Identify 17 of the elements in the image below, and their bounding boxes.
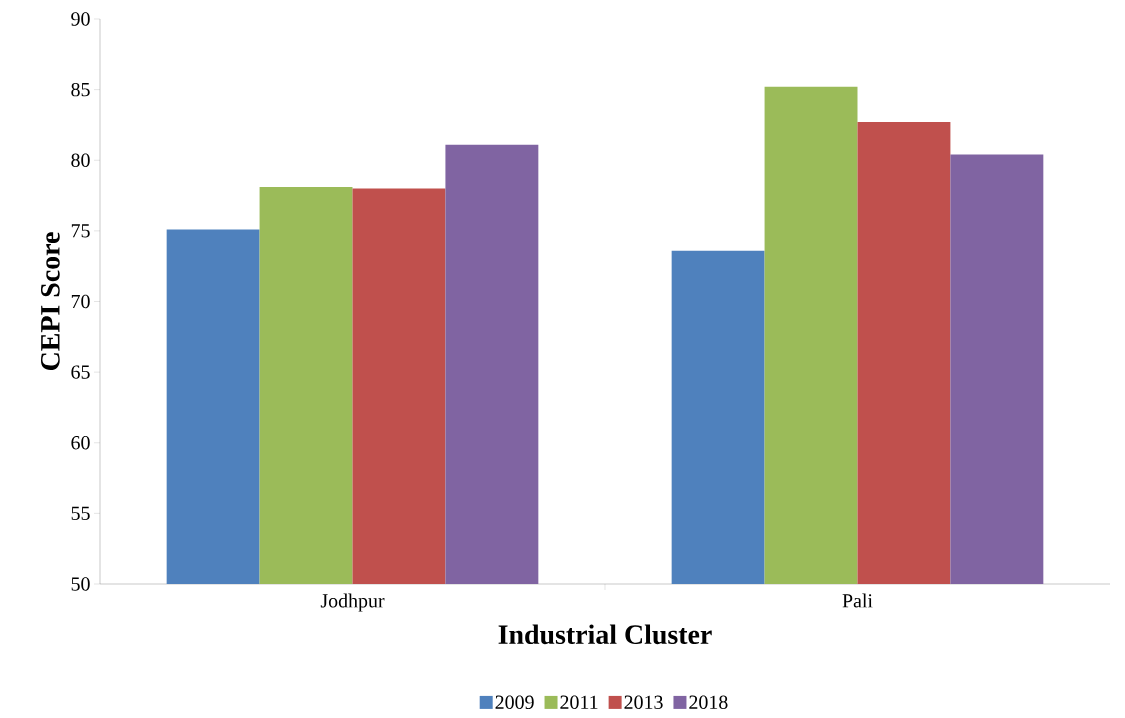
y-tick-label: 90 xyxy=(71,12,90,26)
x-tick-label: Pali xyxy=(842,593,873,608)
legend-label: 2013 xyxy=(624,695,663,709)
y-tick-label: 55 xyxy=(71,506,90,520)
y-tick-label: 65 xyxy=(71,365,90,379)
legend-label: 2018 xyxy=(689,695,728,709)
legend-label: 2009 xyxy=(495,695,534,709)
legend-label: 2011 xyxy=(560,695,598,709)
y-tick-label: 85 xyxy=(71,82,90,97)
x-axis-title: Industrial Cluster xyxy=(498,624,712,645)
y-tick-label: 50 xyxy=(71,577,90,591)
y-axis-title: CEPI Score xyxy=(40,232,60,370)
y-tick-label: 60 xyxy=(71,436,90,450)
y-tick-label: 75 xyxy=(71,224,90,238)
y-tick-label: 70 xyxy=(71,294,90,309)
x-tick-label: Jodhpur xyxy=(320,593,385,612)
y-tick-label: 80 xyxy=(71,153,90,167)
